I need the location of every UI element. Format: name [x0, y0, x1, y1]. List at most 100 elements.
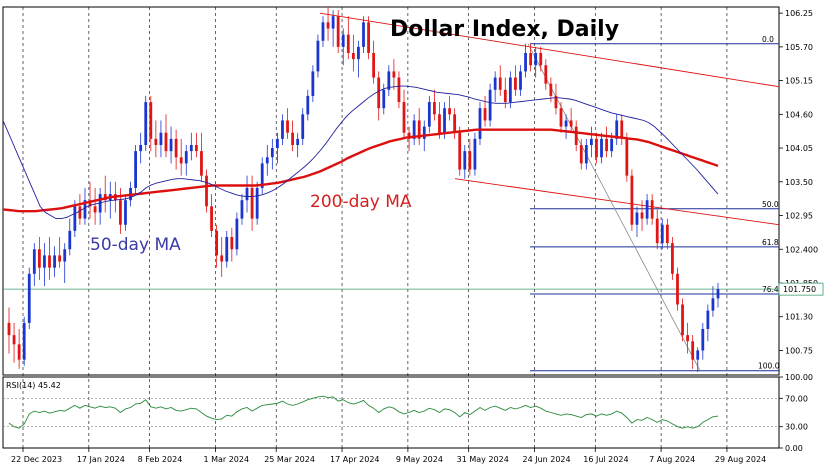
candle-body [27, 273, 31, 323]
candle-body [200, 151, 203, 176]
candle-body [189, 145, 193, 152]
rsi-label: RSI(14) 45.42 [6, 381, 61, 390]
candle-body [83, 200, 87, 219]
candle-body [367, 22, 370, 53]
candle-body [559, 108, 563, 127]
candle-body [341, 34, 345, 47]
candle-body [711, 298, 715, 311]
candle-body [549, 83, 553, 96]
candle-body [478, 108, 482, 139]
candle-body [124, 200, 127, 225]
fib-label: 61.8 [762, 238, 779, 247]
fib-label: 50.0 [762, 200, 779, 209]
rsi-tick-label: 30.00 [785, 423, 808, 432]
x-tick-label: 1 Mar 2024 [203, 455, 249, 464]
candle-body [579, 145, 583, 164]
candle-body [58, 255, 62, 262]
candle-body [468, 151, 472, 170]
candle-body [53, 255, 56, 268]
candle-body [590, 138, 593, 145]
candle-body [640, 212, 644, 219]
candle-body [306, 95, 310, 115]
candle-body [412, 120, 416, 139]
x-tick-label: 22 Dec 2023 [11, 455, 62, 464]
candle-body [12, 335, 16, 345]
candle-body [605, 138, 608, 152]
x-tick-label: 24 Jun 2024 [522, 455, 570, 464]
candle-body [22, 322, 26, 360]
candle-body [351, 53, 355, 60]
candle-body [296, 138, 300, 145]
vertical-grid [22, 7, 728, 448]
y-tick-label: 102.95 [785, 212, 813, 221]
candle-body [37, 249, 41, 268]
candle-body [534, 53, 538, 66]
candle-body [615, 120, 619, 139]
lower-trendline [454, 178, 780, 226]
candle-body [276, 138, 279, 149]
candle-body [514, 77, 517, 90]
candle-body [184, 151, 188, 164]
candle-body [650, 200, 654, 219]
candle-body [7, 322, 11, 336]
candle-body [210, 206, 213, 231]
candle-body [453, 114, 457, 133]
candle-body [397, 77, 401, 103]
candle-body [63, 249, 67, 262]
candle-body [660, 224, 664, 244]
candle-body [346, 34, 350, 53]
rsi-tick-label: 70.00 [785, 394, 808, 403]
rsi-tick-label: 0.00 [785, 444, 803, 453]
candle-body [584, 145, 588, 164]
candle-body [331, 16, 335, 29]
candle-body [706, 310, 710, 329]
candle-body [443, 108, 446, 133]
candle-body [539, 53, 543, 66]
candle-body [73, 206, 77, 231]
candle-body [630, 175, 634, 225]
y-tick-label: 104.05 [785, 144, 813, 153]
candle-body [32, 249, 36, 274]
candle-body [134, 151, 137, 188]
candle-body [387, 71, 391, 90]
price-axis: 106.25 105.70 105.15 104.60 104.05 103.50 102.… [778, 9, 824, 355]
candle-body [438, 114, 441, 133]
current-price-tag [778, 282, 824, 296]
candle-body [78, 206, 82, 219]
candle-body [225, 237, 229, 262]
ma200-label: 200-day MA [310, 192, 412, 212]
candle-body [686, 335, 690, 342]
ma50-label: 50-day MA [90, 235, 181, 255]
candle-body [574, 126, 578, 145]
candle-body [291, 132, 294, 145]
rsi-plot-frame [2, 376, 780, 449]
x-tick-label: 31 May 2024 [457, 455, 509, 464]
rsi-line [8, 395, 719, 429]
candle-body [174, 138, 178, 158]
candle-body [595, 138, 598, 158]
candle-body [194, 145, 198, 152]
candle-body [701, 329, 705, 351]
candle-body [407, 132, 411, 139]
candle-body [144, 102, 148, 145]
candle-body [483, 108, 487, 121]
rsi-tick-label: 100.00 [785, 373, 813, 382]
candle-body [544, 65, 548, 84]
candle-body [250, 187, 254, 219]
y-tick-label: 105.15 [785, 77, 813, 86]
candle-body [473, 138, 477, 170]
x-tick-label: 8 Feb 2024 [138, 455, 183, 464]
candle-body [392, 71, 396, 78]
moving-averages [2, 85, 719, 220]
current-price-label: 101.750 [783, 285, 816, 294]
rsi-panel: 100.00 70.00 30.00 0.00 [3, 373, 813, 453]
candle-body [164, 132, 168, 152]
main-plot-frame [2, 6, 780, 376]
x-tick-label: 17 Jan 2024 [77, 455, 125, 464]
upper-trendline [319, 12, 780, 88]
candle-body [220, 255, 224, 262]
candle-body [139, 145, 143, 152]
candle-body [503, 89, 507, 103]
candle-body [493, 77, 497, 90]
